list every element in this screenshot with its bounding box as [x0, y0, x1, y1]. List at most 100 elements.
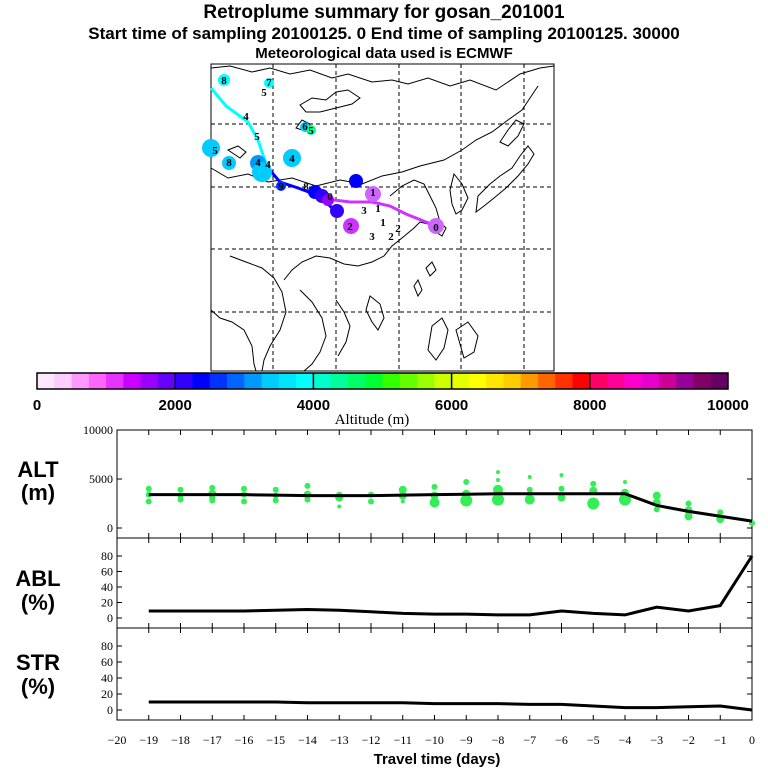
- altitude-point: [304, 496, 311, 503]
- colorbar-swatch: [71, 373, 90, 389]
- map-gridlines: [211, 64, 554, 371]
- y-tick-label: 20: [101, 596, 113, 610]
- colorbar-swatch: [451, 373, 470, 389]
- cluster-marker: [218, 74, 230, 86]
- colorbar-swatch: [227, 373, 245, 389]
- x-axis-label: Travel time (days): [374, 751, 501, 768]
- colorbar-swatch: [330, 373, 349, 389]
- x-tick-label: 0: [749, 733, 755, 747]
- x-tick-label: −5: [587, 733, 600, 747]
- altitude-point: [524, 494, 535, 505]
- altitude-point: [241, 498, 247, 505]
- x-tick-label: −16: [235, 733, 254, 747]
- x-tick-label: −17: [203, 733, 222, 747]
- altitude-point: [496, 470, 500, 475]
- x-tick-label: −14: [298, 733, 317, 747]
- cluster-label: 5: [261, 87, 267, 99]
- x-tick-label: −18: [171, 733, 190, 747]
- altitude-point: [209, 484, 216, 491]
- y-tick-label: 5000: [89, 472, 113, 486]
- colorbar-swatch: [244, 373, 263, 389]
- altitude-point: [652, 491, 661, 500]
- colorbar-tick-label: 4000: [297, 397, 330, 414]
- altitude-point: [526, 486, 533, 493]
- colorbar-swatch: [468, 373, 487, 389]
- colorbar-swatch: [520, 373, 539, 389]
- panel-unit: (%): [21, 674, 55, 699]
- colorbar-swatch: [123, 373, 142, 389]
- cluster-label: 5: [212, 145, 218, 157]
- cluster-label: 1: [380, 217, 386, 229]
- colorbar-swatch: [555, 373, 574, 389]
- cluster-label: 2: [388, 231, 394, 243]
- colorbar-tick-label: 8000: [573, 397, 606, 414]
- cluster-label: 3: [361, 205, 367, 217]
- altitude-colorbar: 0 2000 4000 6000 8000 10000: [33, 372, 749, 414]
- altitude-point: [590, 480, 597, 487]
- mean-altitude-line: [148, 492, 753, 523]
- panel-title: ABL: [15, 566, 60, 591]
- cluster-marker: [306, 125, 316, 135]
- x-tick-label: −6: [555, 733, 568, 747]
- cluster-marker: [343, 218, 359, 234]
- altitude-point: [241, 485, 247, 492]
- x-tick-label: −2: [682, 733, 695, 747]
- y-tick-label: 10000: [83, 423, 113, 437]
- y-tick-label: 40: [101, 671, 113, 685]
- altitude-point: [431, 483, 438, 490]
- colorbar-swatch: [192, 373, 211, 389]
- colorbar-swatch: [88, 373, 107, 389]
- x-tick-label: −1: [714, 733, 727, 747]
- altitude-point: [496, 477, 500, 482]
- cluster-label: 2: [347, 221, 353, 233]
- colorbar-swatch: [157, 373, 176, 389]
- colorbar-swatch: [106, 373, 124, 389]
- x-tick-label: −10: [425, 733, 444, 747]
- altitude-point: [685, 500, 692, 507]
- cluster-marker: [349, 174, 363, 188]
- y-tick-label: 80: [101, 549, 113, 563]
- cluster-label: 9: [278, 181, 284, 193]
- colorbar-swatch: [607, 373, 625, 389]
- colorbar-swatch: [589, 373, 608, 389]
- colorbar-label: Altitude (m): [335, 412, 410, 428]
- altitude-point: [623, 479, 627, 484]
- colorbar-swatch: [365, 373, 383, 389]
- cluster-label: 8: [303, 181, 309, 193]
- altitude-point: [653, 506, 660, 513]
- x-tick-label: −8: [492, 733, 505, 747]
- cluster-marker: [252, 162, 272, 182]
- colorbar-swatch: [209, 373, 228, 389]
- chart-title: Retroplume summary for gosan_201001: [203, 2, 565, 23]
- cluster-marker: [365, 186, 381, 202]
- cluster-label: 4: [289, 153, 295, 165]
- altitude-point: [619, 493, 631, 506]
- colorbar-swatch: [313, 373, 332, 389]
- altitude-point: [337, 504, 342, 509]
- colorbar-swatch: [693, 373, 712, 389]
- x-tick-label: −4: [619, 733, 632, 747]
- cluster-label: 4: [243, 111, 249, 123]
- cluster-label: 5: [254, 131, 260, 143]
- colorbar-swatch: [503, 373, 522, 389]
- y-tick-label: 0: [107, 703, 113, 717]
- y-tick-label: 80: [101, 639, 113, 653]
- colorbar-frame: [36, 372, 729, 390]
- colorbar-swatch: [434, 373, 453, 389]
- panel-title: STR: [16, 650, 60, 675]
- colorbar-swatch: [710, 373, 729, 389]
- cluster-label: 8: [221, 75, 227, 87]
- x-tick-label: −20: [108, 733, 127, 747]
- colorbar-tick-label: 2000: [159, 397, 192, 414]
- altitude-point: [463, 478, 470, 485]
- colorbar-swatch: [382, 373, 401, 389]
- x-tick-label: −13: [330, 733, 349, 747]
- altitude-point: [177, 496, 184, 503]
- altitude-point: [684, 512, 693, 521]
- sampling-time-subtitle: Start time of sampling 20100125. 0 End t…: [88, 24, 680, 43]
- trajectory-line-violet: [333, 198, 437, 228]
- altitude-point: [145, 498, 152, 505]
- colorbar-swatch: [278, 373, 297, 389]
